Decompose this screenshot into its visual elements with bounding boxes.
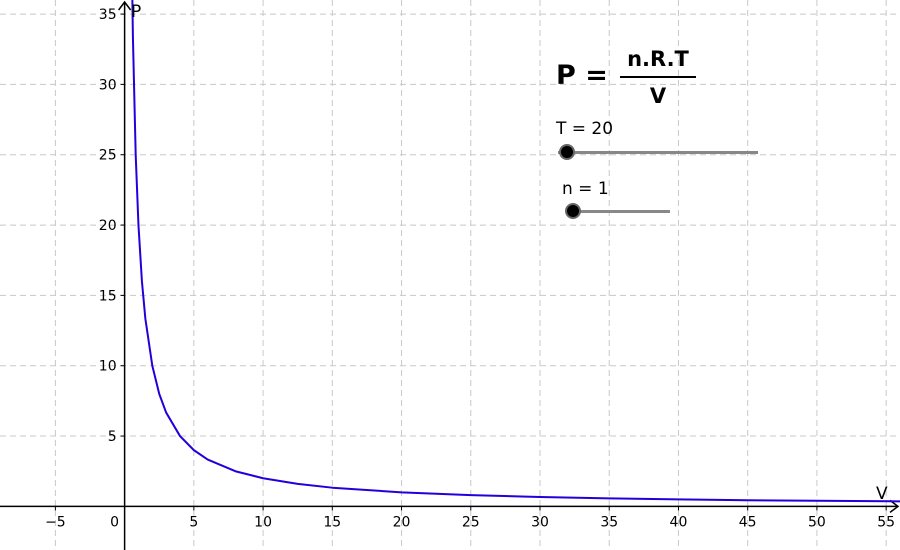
y-tick-label: 30: [99, 77, 117, 93]
x-axis-label: V: [876, 484, 888, 504]
formula-denominator: V: [649, 83, 667, 108]
slider-n-track[interactable]: [568, 210, 670, 213]
y-tick-label: 5: [108, 429, 117, 445]
slider-t-label: T = 20: [556, 119, 614, 139]
y-tick-label: 35: [99, 7, 117, 23]
x-tick-label: 25: [462, 514, 480, 530]
x-tick-label: −5: [45, 514, 66, 530]
y-axis-label: P: [131, 2, 141, 22]
formula-fraction: n.R.T V: [620, 44, 696, 111]
x-tick-label: 45: [739, 514, 757, 530]
formula: P = n.R.T V: [556, 44, 726, 110]
x-tick-label: 15: [323, 514, 341, 530]
series-line: [131, 0, 900, 503]
x-tick-label: 10: [254, 514, 272, 530]
x-tick-label: 35: [600, 514, 618, 530]
y-tick-label: 25: [99, 148, 117, 164]
x-tick-label: 30: [531, 514, 549, 530]
y-tick-label: 20: [99, 218, 117, 234]
x-tick-label: 55: [877, 514, 895, 530]
x-tick-label: 40: [670, 514, 688, 530]
fraction-bar: [620, 76, 696, 78]
y-axis-arrow: [118, 0, 132, 11]
y-tick-label: 10: [99, 359, 117, 375]
x-tick-label: 50: [808, 514, 826, 530]
formula-numerator: n.R.T: [627, 47, 689, 71]
slider-t-track[interactable]: [558, 151, 758, 154]
y-tick-label: 15: [99, 288, 117, 304]
x-tick-label: 20: [393, 514, 411, 530]
x-tick-label: 5: [189, 514, 198, 530]
slider-n-handle[interactable]: [565, 203, 581, 219]
x-axis-arrow: [889, 499, 900, 513]
x-tick-label: 0: [110, 514, 119, 530]
slider-t-handle[interactable]: [559, 144, 575, 160]
curves: [131, 0, 900, 503]
slider-n-label: n = 1: [562, 179, 609, 199]
formula-lhs: P =: [556, 60, 608, 91]
